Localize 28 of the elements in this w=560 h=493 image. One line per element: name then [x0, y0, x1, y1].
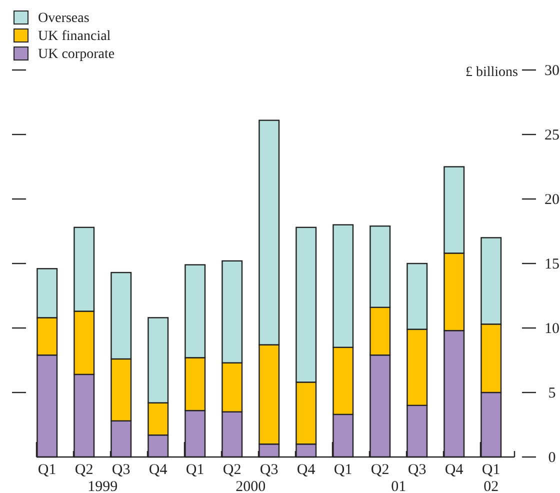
y-axis-title: £ billions [465, 65, 518, 80]
x-tick-label: Q2 [370, 462, 390, 478]
x-tick-label: Q4 [444, 462, 464, 478]
text: 01 [391, 479, 406, 493]
text: 2000 [236, 479, 266, 493]
legend-label: UK financial [38, 29, 111, 44]
x-tick-label: Q2 [74, 462, 94, 478]
x-tick-label: Q3 [260, 462, 278, 478]
x-tick-label: Q2 [222, 462, 242, 478]
y-tick-label: 15 [544, 256, 560, 272]
x-tick-label: Q4 [296, 462, 316, 478]
x-tick-label: Q1 [38, 462, 56, 478]
legend-label: Overseas [38, 11, 90, 26]
x-tick-label: Q4 [148, 462, 168, 478]
y-tick-label: 20 [544, 192, 560, 208]
x-tick-label: Q3 [112, 462, 130, 478]
x-tick-label: Q1 [186, 462, 204, 478]
x-tick-label: Q1 [334, 462, 352, 478]
x-tick-label: Q1 [482, 462, 500, 478]
y-tick-label: 25 [544, 128, 560, 144]
legend-label: UK corporate [38, 47, 115, 62]
text: 02 [484, 479, 499, 493]
y-tick-label: 5 [548, 386, 556, 402]
y-tick-label: 10 [544, 321, 560, 337]
y-tick-label: 0 [548, 450, 556, 466]
x-tick-label: Q3 [408, 462, 426, 478]
y-tick-label: 30 [544, 63, 560, 79]
text: 1999 [88, 479, 118, 493]
